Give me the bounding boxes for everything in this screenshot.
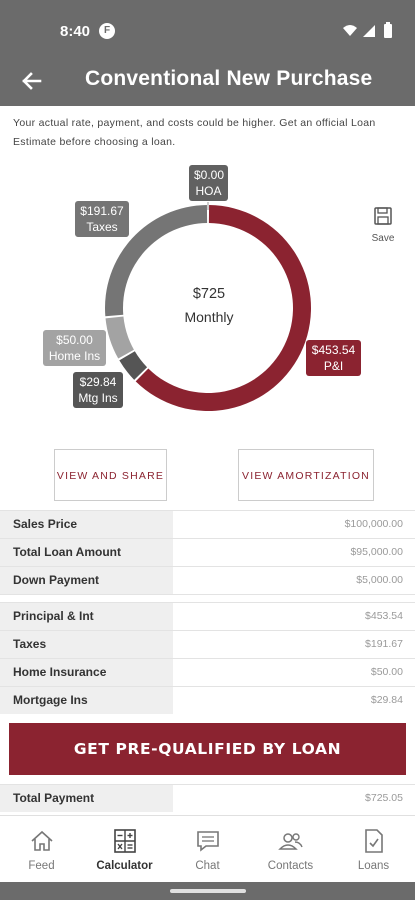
save-button[interactable]: Save: [368, 206, 398, 244]
view-amortization-button[interactable]: VIEW AMORTIZATION: [238, 449, 374, 501]
view-and-share-button[interactable]: VIEW AND SHARE: [54, 449, 167, 501]
save-label: Save: [371, 233, 395, 244]
hoa-amount: $0.00: [194, 168, 225, 182]
donut-slice-p-i: [135, 205, 311, 411]
section-divider: [0, 594, 415, 602]
home-ins-label: Home Ins: [48, 349, 101, 363]
monthly-label: Monthly: [184, 309, 234, 325]
pi-callout: $453.54 P&I: [306, 340, 361, 376]
row-label: Down Payment: [0, 567, 173, 594]
row-value: $100,000.00: [344, 518, 403, 530]
nav-label: Chat: [195, 860, 220, 872]
row-value: $5,000.00: [356, 574, 403, 586]
donut-svg: [105, 202, 311, 411]
page-title: Conventional New Purchase: [85, 67, 373, 90]
get-pre-qualified-button[interactable]: GET PRE-QUALIFIED BY LOAN: [9, 723, 406, 775]
home-ins-callout: $50.00 Home Ins: [43, 330, 106, 366]
nav-label: Feed: [28, 860, 55, 872]
home-indicator[interactable]: [170, 889, 246, 893]
row-value: $191.67: [365, 638, 403, 650]
mtg-ins-amount: $29.84: [79, 375, 117, 389]
chat-icon: [196, 831, 219, 852]
disclaimer-text: Your actual rate, payment, and costs cou…: [13, 117, 376, 148]
nav-label: Calculator: [96, 860, 153, 872]
row-label: Mortgage Ins: [0, 687, 173, 714]
bottom-navigation: Feed Calculator Chat: [0, 815, 415, 882]
loans-icon: [364, 829, 383, 853]
table-row: Home Insurance $50.00: [0, 658, 415, 686]
taxes-label: Taxes: [86, 220, 118, 234]
pi-amount: $453.54: [311, 343, 356, 357]
home-icon: [30, 830, 53, 851]
row-value: $453.54: [365, 610, 403, 622]
payment-donut-chart: $0.00 HOA $191.67 Taxes $50.00 Home Ins …: [0, 160, 415, 430]
hoa-callout: $0.00 HOA: [189, 165, 228, 201]
mtg-ins-callout: $29.84 Mtg Ins: [73, 372, 123, 408]
nav-item-calculator[interactable]: Calculator: [83, 816, 166, 883]
donut-slice-taxes: [105, 205, 208, 317]
taxes-amount: $191.67: [80, 204, 124, 218]
app-bar: Conventional New Purchase: [0, 58, 415, 106]
table-row: Principal & Int $453.54: [0, 602, 415, 630]
hoa-label: HOA: [195, 184, 222, 198]
row-label: Taxes: [0, 631, 173, 658]
mtg-ins-label: Mtg Ins: [78, 391, 118, 405]
row-label: Home Insurance: [0, 659, 173, 686]
nav-label: Loans: [357, 860, 390, 872]
table-row: Taxes $191.67: [0, 630, 415, 658]
notification-icon: F: [99, 23, 115, 39]
total-value: $725.05: [365, 792, 403, 804]
status-bar: 8:40 F: [0, 0, 415, 58]
row-label: Sales Price: [0, 511, 173, 538]
donut-slice-mtg-ins: [119, 351, 148, 380]
contacts-icon: [277, 833, 303, 850]
monthly-total-amount: $725: [192, 286, 226, 302]
row-label: Principal & Int: [0, 603, 173, 630]
floppy-disk-icon: [374, 207, 392, 225]
table-row: Sales Price $100,000.00: [0, 510, 415, 538]
row-value: $29.84: [370, 694, 403, 706]
total-payment-row: Total Payment $725.05: [0, 784, 415, 812]
row-label: Total Loan Amount: [0, 539, 173, 566]
pi-label: P&I: [323, 359, 344, 373]
back-arrow-icon[interactable]: [18, 67, 46, 95]
nav-item-contacts[interactable]: Contacts: [249, 816, 332, 883]
system-status-icons: [343, 22, 392, 38]
status-time: 8:40: [60, 23, 91, 40]
nav-item-loans[interactable]: Loans: [332, 816, 415, 883]
total-label: Total Payment: [0, 785, 173, 812]
table-row: Down Payment $5,000.00: [0, 566, 415, 594]
donut-slice-home-ins: [105, 316, 134, 359]
home-ins-amount: $50.00: [56, 333, 93, 347]
nav-item-feed[interactable]: Feed: [0, 816, 83, 883]
row-value: $95,000.00: [350, 546, 403, 558]
table-row: Mortgage Ins $29.84: [0, 686, 415, 714]
calculator-icon: [113, 829, 136, 853]
taxes-callout: $191.67 Taxes: [75, 201, 129, 237]
nav-item-chat[interactable]: Chat: [166, 816, 249, 883]
table-row: Total Loan Amount $95,000.00: [0, 538, 415, 566]
nav-label: Contacts: [267, 860, 314, 872]
row-value: $50.00: [370, 666, 403, 678]
